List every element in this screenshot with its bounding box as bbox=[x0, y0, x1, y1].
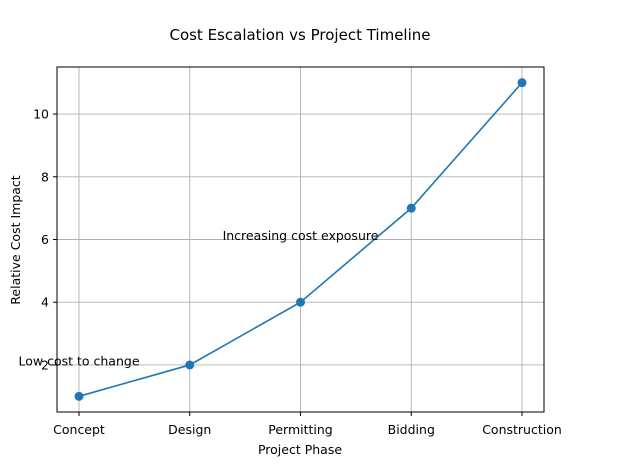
y-axis: 2 4 6 8 10 bbox=[33, 107, 57, 372]
x-tick-label: Design bbox=[168, 422, 211, 437]
y-tick-label: 8 bbox=[41, 169, 49, 184]
data-point bbox=[74, 391, 84, 401]
x-tick-label: Permitting bbox=[268, 422, 332, 437]
data-point bbox=[296, 297, 305, 307]
y-tick-label: 2 bbox=[41, 357, 49, 372]
x-axis-label: Project Phase bbox=[258, 442, 342, 457]
y-tick-label: 6 bbox=[41, 232, 49, 247]
x-tick-label: Concept bbox=[53, 422, 105, 437]
annotation-label: Increasing cost exposure bbox=[223, 228, 379, 243]
x-axis: Concept Design Permitting Bidding Constructi… bbox=[53, 412, 562, 437]
x-tick-label: Construction bbox=[482, 422, 562, 437]
y-tick-label: 10 bbox=[33, 107, 49, 122]
annotation-label: Low cost to change bbox=[18, 353, 139, 368]
series-group bbox=[74, 78, 527, 401]
data-point bbox=[185, 360, 195, 370]
x-tick-label: Bidding bbox=[388, 422, 435, 437]
y-axis-label: Relative Cost Impact bbox=[8, 175, 23, 304]
data-point bbox=[406, 203, 416, 213]
chart-title: Cost Escalation vs Project Timeline bbox=[169, 26, 430, 44]
annotations: Low cost to change Increasing cost exposu… bbox=[18, 228, 379, 368]
y-tick-label: 4 bbox=[41, 295, 49, 310]
data-point bbox=[517, 78, 527, 88]
grid-lines bbox=[57, 67, 544, 412]
